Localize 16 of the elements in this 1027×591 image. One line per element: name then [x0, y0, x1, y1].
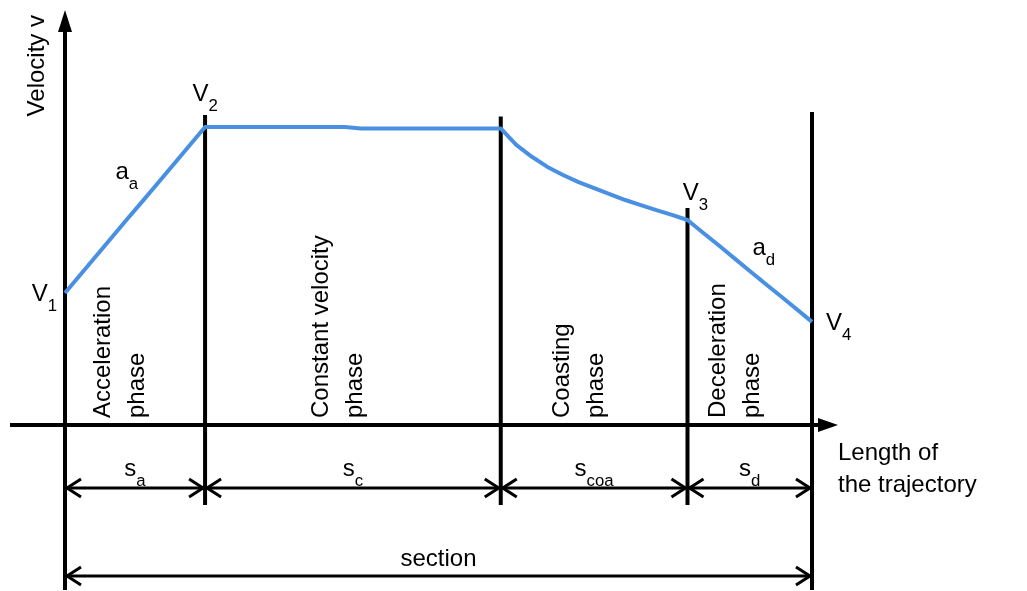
- annotation: Deceleration phase: [702, 283, 764, 418]
- x-axis-title: Length of the trajectory: [838, 438, 977, 497]
- annotation: V$_{3}$: [682, 177, 709, 214]
- text: section: [400, 544, 477, 571]
- annotation: a$_{a}$: [115, 156, 139, 193]
- annotation: Coasting phase: [547, 323, 609, 418]
- annotation: Acceleration phase: [88, 285, 150, 418]
- text: V$_{2}$: [192, 79, 218, 115]
- text: s$_{a}$: [124, 454, 147, 490]
- text: s$_{c}$: [342, 454, 364, 490]
- text: V$_{1}$: [31, 278, 57, 315]
- text: s$_{coa}$: [574, 454, 615, 490]
- text: s$_{d}$: [739, 454, 761, 490]
- annotation: a$_{d}$: [752, 232, 776, 269]
- y-axis-title: Velocity v: [22, 15, 49, 117]
- text: V$_{4}$: [826, 307, 852, 344]
